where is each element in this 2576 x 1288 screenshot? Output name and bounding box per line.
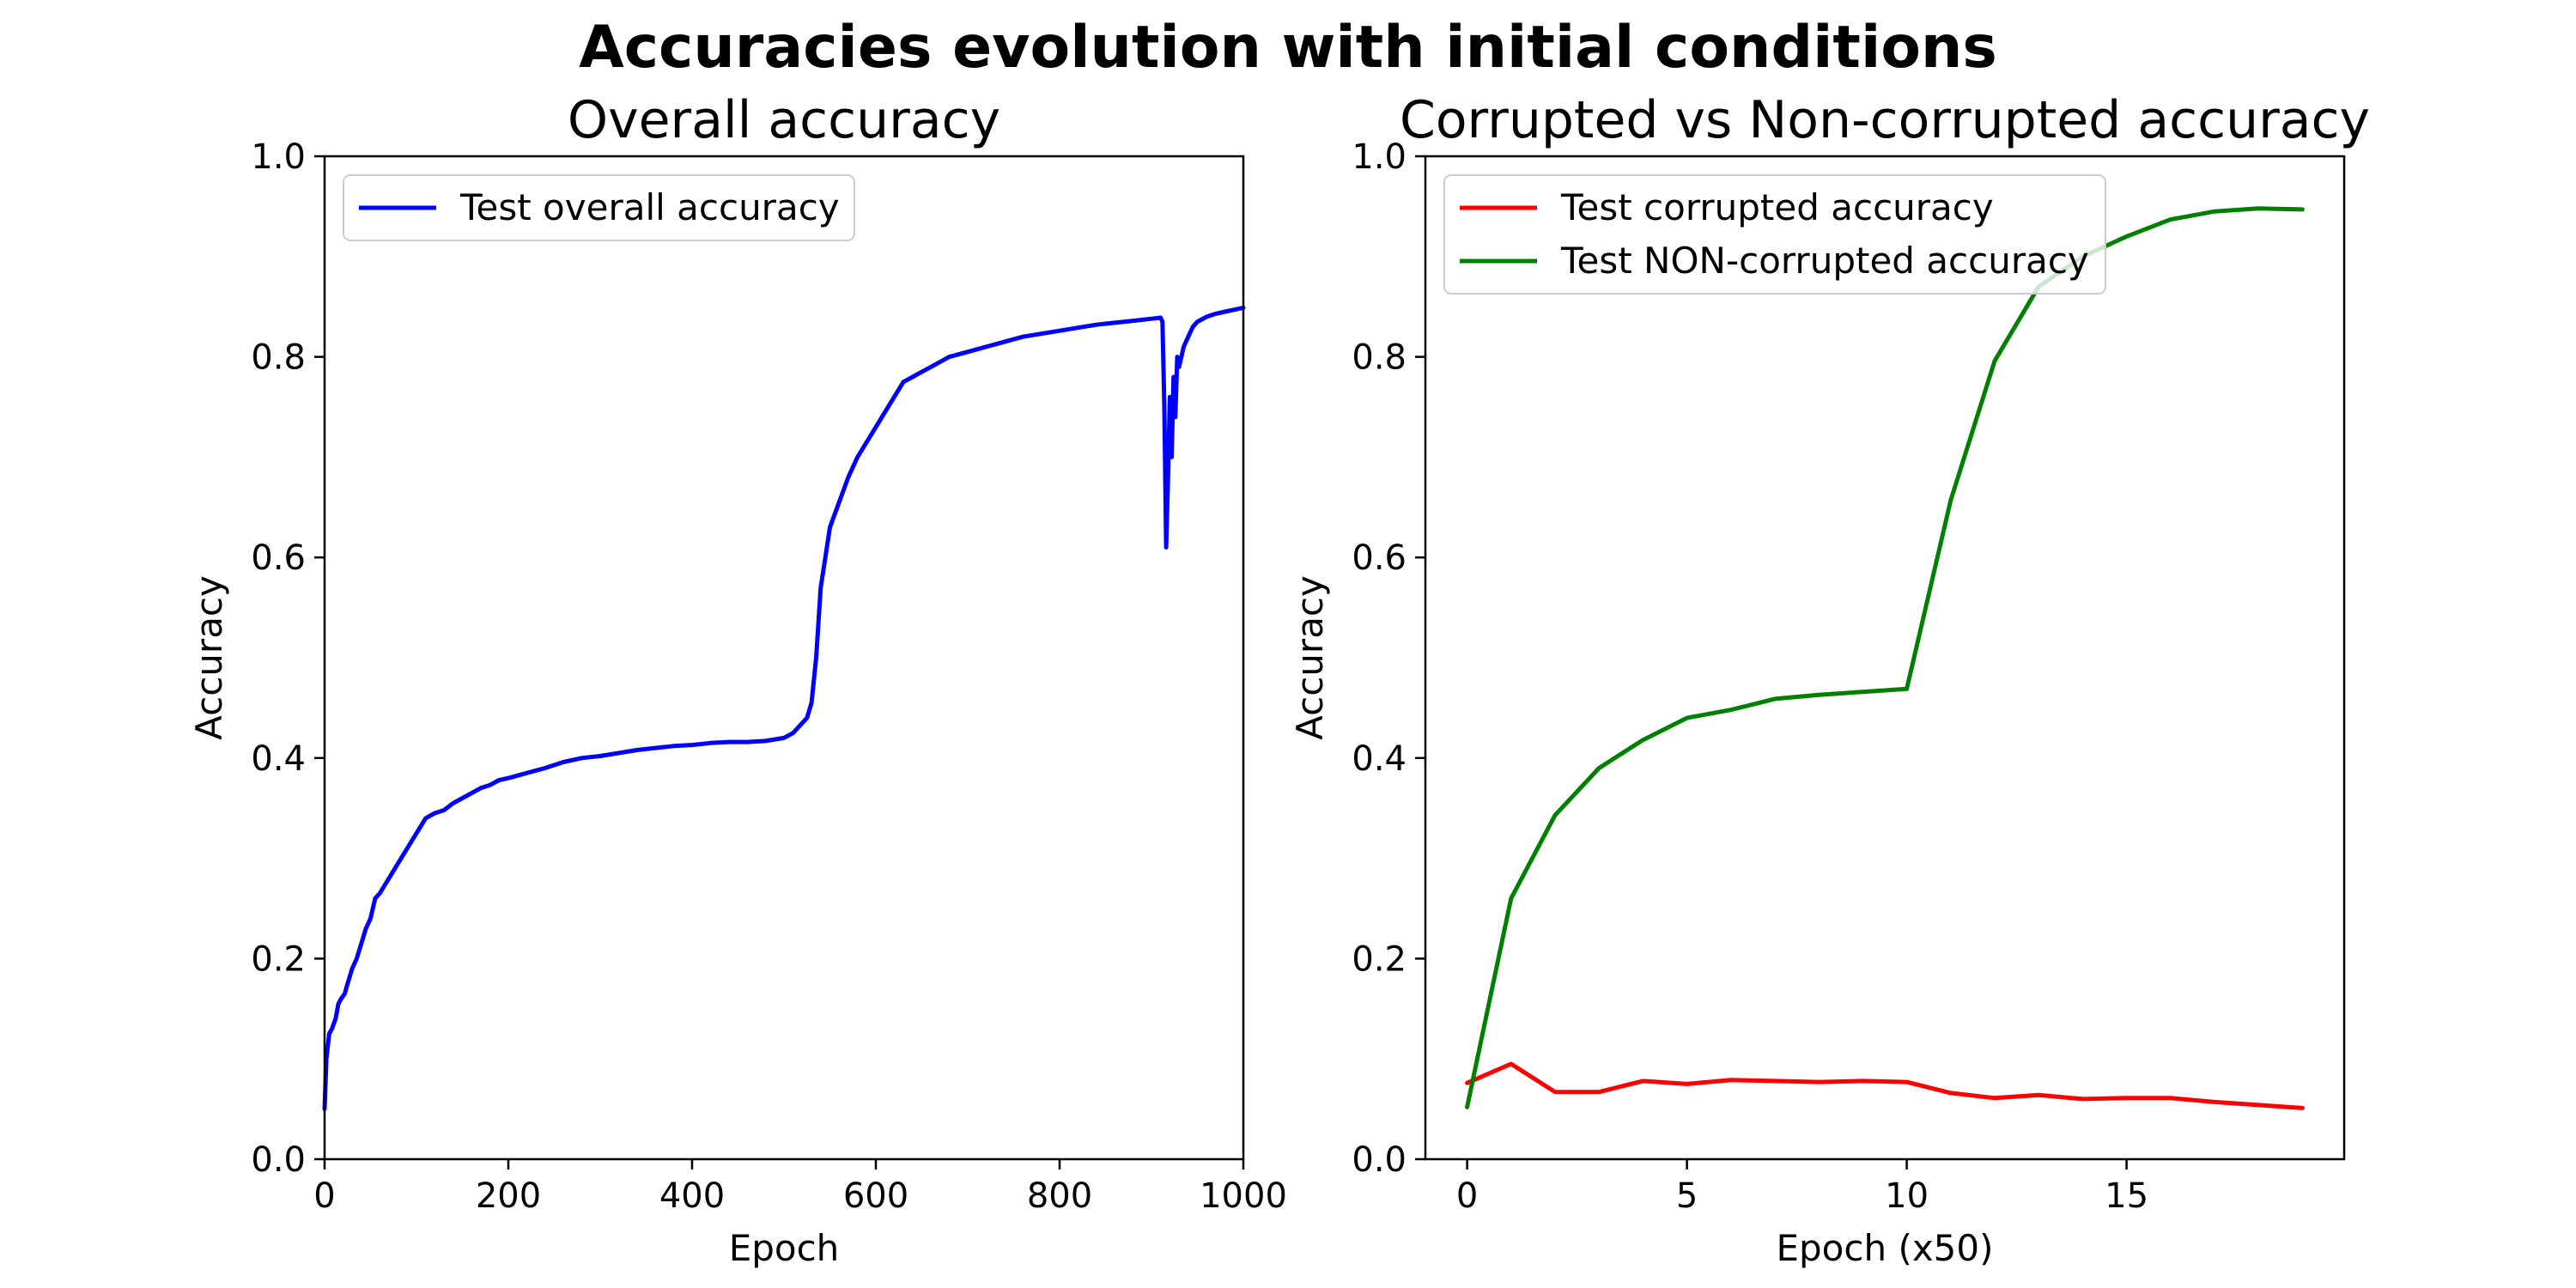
chart-1-y-tick-label: 0.0	[1352, 1140, 1406, 1180]
chart-0-y-tick-label: 0.6	[251, 538, 306, 578]
chart-0-y-tick-label: 1.0	[251, 137, 306, 177]
chart-1-x-axis-label: Epoch (x50)	[1776, 1227, 1993, 1269]
chart-0-x-tick-label: 200	[476, 1176, 541, 1216]
chart-1-legend: Test corrupted accuracy Test NON-corrupte…	[1443, 174, 2106, 295]
chart-1-legend-label-0: Test corrupted accuracy	[1560, 186, 1994, 228]
chart-0-title: Overall accuracy	[568, 90, 1000, 150]
chart-0-series-line-0	[322, 305, 1246, 1112]
chart-0-x-tick-label: 800	[1027, 1176, 1092, 1216]
chart-1-x-tick-label: 15	[2105, 1176, 2148, 1216]
chart-1-y-tick-label: 0.8	[1352, 338, 1406, 378]
chart-1-y-axis-label: Accuracy	[1289, 575, 1331, 740]
chart-0-y-tick-label: 0.2	[251, 939, 306, 979]
chart-0-y-tick-label: 0.0	[251, 1140, 306, 1180]
chart-0-x-tick-label: 400	[659, 1176, 725, 1216]
chart-0-legend: Test overall accuracy	[343, 174, 855, 241]
chart-0-legend-label-0: Test overall accuracy	[459, 186, 840, 228]
figure-title: Accuracies evolution with initial condit…	[579, 14, 1997, 82]
chart-1-series-line-1	[1465, 206, 2305, 1109]
chart-1-title: Corrupted vs Non-corrupted accuracy	[1400, 90, 2370, 150]
chart-1-x-tick-label: 5	[1676, 1176, 1698, 1216]
chart-1-y-tick-label: 0.6	[1352, 538, 1406, 578]
chart-0-legend-box	[343, 174, 855, 241]
chart-0-x-tick-label: 0	[313, 1176, 335, 1216]
chart-0-y-tick-label: 0.4	[251, 739, 306, 779]
chart-0-x-tick-label: 1000	[1200, 1176, 1287, 1216]
chart-0-x-tick-label: 600	[843, 1176, 908, 1216]
overall-accuracy-plot: Overall accuracy 0 200 400 600 800 1000 0.0 0.2 0…	[188, 90, 1287, 1269]
chart-1-axes-frame	[1424, 155, 2346, 1161]
corrupted-vs-noncorrupted-plot: Corrupted vs Non-corrupted accuracy 0 5 10 1…	[1289, 90, 2370, 1269]
chart-1-series-line-0	[1465, 1061, 2305, 1110]
chart-1-legend-label-1: Test NON-corrupted accuracy	[1560, 240, 2089, 282]
chart-1-y-tick-label: 1.0	[1352, 137, 1406, 177]
chart-1-x-tick-label: 0	[1456, 1176, 1478, 1216]
chart-0-axes-frame	[323, 155, 1245, 1161]
chart-1-legend-box	[1443, 174, 2106, 295]
chart-0-x-axis-label: Epoch	[729, 1227, 840, 1269]
chart-0-y-tick-label: 0.8	[251, 338, 306, 378]
chart-0-y-axis-label: Accuracy	[188, 575, 230, 740]
chart-1-x-tick-label: 10	[1885, 1176, 1929, 1216]
chart-1-y-tick-label: 0.2	[1352, 939, 1406, 979]
chart-1-y-tick-label: 0.4	[1352, 739, 1406, 779]
